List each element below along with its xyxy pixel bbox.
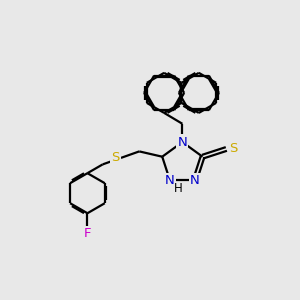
Text: N: N [190,174,200,187]
Text: S: S [230,142,238,155]
Text: H: H [174,182,182,195]
Text: N: N [165,174,175,187]
Text: S: S [112,152,120,164]
Text: F: F [84,227,91,240]
Text: N: N [178,136,187,148]
